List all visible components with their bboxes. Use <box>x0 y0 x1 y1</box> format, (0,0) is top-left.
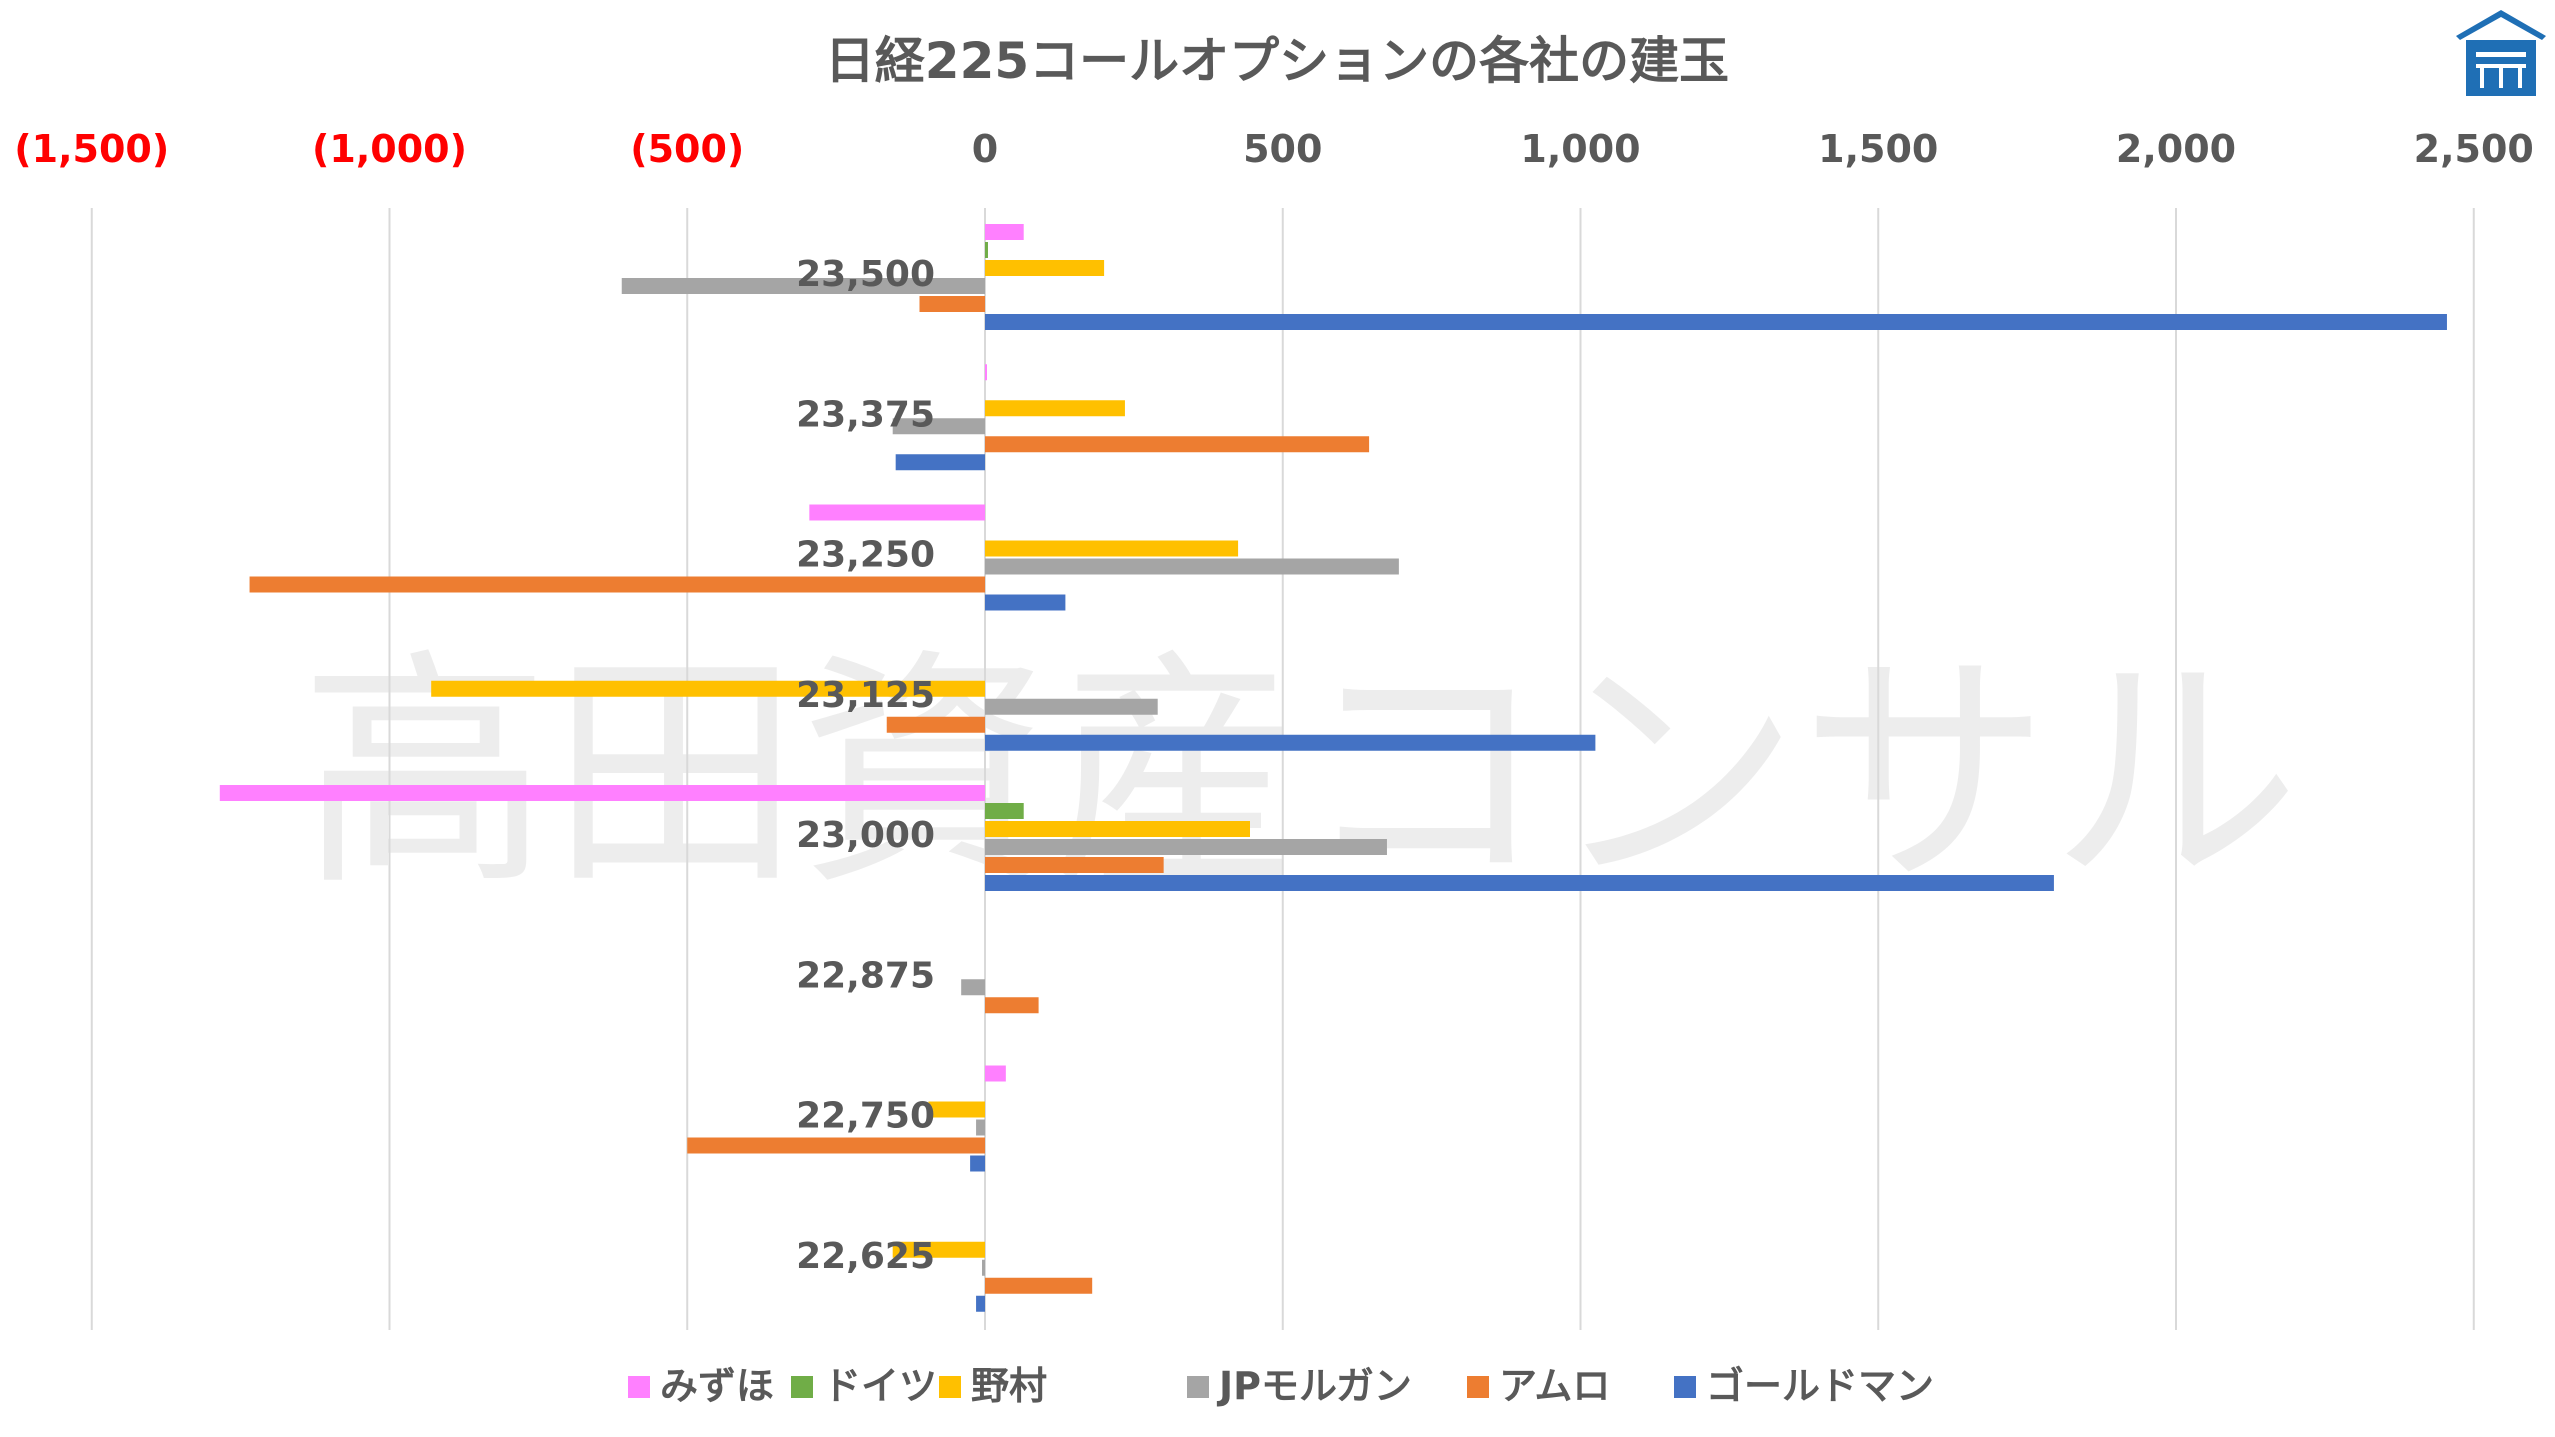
bar <box>985 314 2447 330</box>
bar <box>961 979 985 996</box>
bar <box>985 242 988 258</box>
gridlines <box>90 208 2475 1330</box>
bar <box>985 400 1125 417</box>
legend-label: JPモルガン <box>1216 1364 1412 1408</box>
bar <box>892 418 985 435</box>
bar <box>919 296 985 312</box>
x-tick-label: 2,500 <box>2414 127 2534 171</box>
bar <box>431 680 985 697</box>
bar <box>219 785 986 801</box>
bar <box>928 1101 985 1118</box>
bar <box>982 1259 985 1276</box>
legend-label: みずほ <box>660 1364 774 1408</box>
bar <box>970 1155 985 1172</box>
bar <box>976 1295 985 1312</box>
house-logo-icon <box>2456 10 2546 96</box>
category-label: 23,000 <box>796 815 935 856</box>
x-tick-label: (500) <box>630 127 744 171</box>
bar <box>985 875 2054 891</box>
bar <box>985 224 1024 240</box>
legend-swatch <box>1674 1376 1696 1398</box>
legend-swatch <box>1467 1376 1489 1398</box>
bar <box>809 504 985 521</box>
legend: みずほ ドイツ 野村 JPモルガン アムロ ゴールドマン <box>628 1364 1934 1408</box>
category-labels: 23,500 23,375 23,250 23,125 23,000 22,875 22,7… <box>796 254 935 1277</box>
category-label: 22,875 <box>796 955 935 996</box>
x-tick-label: (1,500) <box>14 127 169 171</box>
bar <box>985 364 987 381</box>
bar <box>985 540 1239 557</box>
legend-label: ドイツ <box>823 1364 937 1408</box>
bar <box>895 454 985 471</box>
x-axis-ticks: (1,500) (1,000) (500) 0 500 1,000 1,500 2,000 2,… <box>14 127 2534 171</box>
bar <box>621 278 985 294</box>
bar <box>976 1119 985 1136</box>
bar <box>892 1241 985 1258</box>
bar <box>985 821 1250 837</box>
bars-layer <box>219 224 2447 1312</box>
bar <box>985 260 1105 276</box>
legend-label: ゴールドマン <box>1706 1364 1934 1408</box>
bar <box>985 839 1387 855</box>
x-tick-label: 500 <box>1243 127 1322 171</box>
bar <box>985 436 1370 453</box>
bar <box>985 558 1399 575</box>
legend-swatch <box>939 1376 961 1398</box>
watermark: 高田資産コンサル <box>300 628 2300 919</box>
category-label: 23,250 <box>796 535 935 576</box>
bar <box>985 698 1158 715</box>
category-label: 23,500 <box>796 254 935 295</box>
bar <box>985 857 1164 873</box>
bar <box>249 576 985 593</box>
x-tick-label: 1,000 <box>1520 127 1640 171</box>
category-label: 23,375 <box>796 394 935 435</box>
x-tick-label: 2,000 <box>2116 127 2236 171</box>
legend-swatch <box>1187 1376 1209 1398</box>
x-tick-label: (1,000) <box>312 127 467 171</box>
bar <box>985 594 1066 611</box>
legend-label: 野村 <box>971 1364 1047 1408</box>
bar <box>985 1065 1006 1082</box>
bar <box>985 997 1039 1014</box>
bar <box>985 1277 1093 1294</box>
bar <box>985 803 1024 819</box>
category-label: 22,750 <box>796 1096 935 1137</box>
category-label: 23,125 <box>796 675 935 716</box>
bar <box>985 734 1596 751</box>
chart-title: 日経225コールオプションの各社の建玉 <box>825 32 1729 90</box>
x-tick-label: 0 <box>972 127 998 171</box>
category-label: 22,625 <box>796 1236 935 1277</box>
legend-swatch <box>791 1376 813 1398</box>
x-tick-label: 1,500 <box>1818 127 1938 171</box>
legend-swatch <box>628 1376 650 1398</box>
bar <box>886 716 985 733</box>
bar <box>687 1137 985 1154</box>
legend-label: アムロ <box>1499 1364 1610 1408</box>
